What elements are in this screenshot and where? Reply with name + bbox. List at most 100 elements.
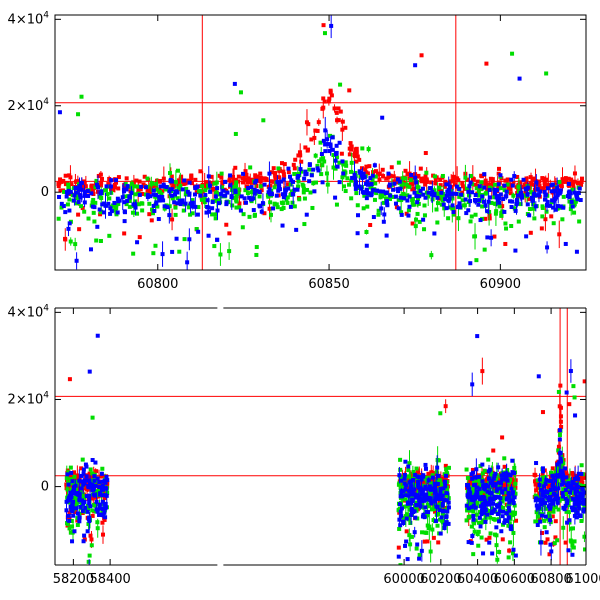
data-point xyxy=(556,486,561,491)
data-point xyxy=(500,209,505,214)
data-point xyxy=(325,142,330,147)
data-point xyxy=(509,177,514,182)
data-point xyxy=(398,509,403,514)
data-point xyxy=(414,180,419,185)
data-point xyxy=(88,247,93,252)
data-point xyxy=(400,182,405,187)
data-point xyxy=(511,180,516,185)
data-point xyxy=(361,206,366,211)
data-point xyxy=(432,472,437,477)
data-point xyxy=(500,499,505,504)
data-point xyxy=(74,502,79,507)
data-point xyxy=(479,173,484,178)
data-point xyxy=(560,491,565,496)
data-point xyxy=(493,211,498,216)
data-point xyxy=(182,237,187,242)
data-point xyxy=(125,199,130,204)
data-point xyxy=(271,166,276,171)
data-point xyxy=(399,506,404,511)
data-point xyxy=(309,137,314,142)
data-point xyxy=(510,199,515,204)
data-point xyxy=(542,518,547,523)
data-point xyxy=(373,181,378,186)
data-point xyxy=(73,506,78,511)
data-point xyxy=(277,187,282,192)
data-point xyxy=(490,497,495,502)
data-point xyxy=(113,203,118,208)
data-point xyxy=(136,202,141,207)
data-point xyxy=(92,219,97,224)
data-point xyxy=(476,193,481,198)
data-point xyxy=(245,180,250,185)
data-point xyxy=(401,521,406,526)
data-point xyxy=(478,504,483,509)
data-point xyxy=(510,458,515,463)
data-point xyxy=(237,201,242,206)
data-point xyxy=(348,141,353,146)
data-point xyxy=(228,183,233,188)
data-point xyxy=(580,496,585,501)
data-point xyxy=(373,174,378,179)
data-point xyxy=(446,505,451,510)
data-point xyxy=(377,171,382,176)
data-point xyxy=(424,170,429,175)
data-point xyxy=(445,493,450,498)
data-point xyxy=(323,142,328,147)
data-point xyxy=(495,504,500,509)
data-point xyxy=(71,489,76,494)
data-point xyxy=(274,202,279,207)
data-point xyxy=(408,178,413,183)
data-point xyxy=(423,505,428,510)
data-point xyxy=(99,487,104,492)
data-point xyxy=(221,188,226,193)
data-point xyxy=(432,231,437,236)
data-point xyxy=(285,200,290,205)
data-point xyxy=(579,176,584,181)
data-point xyxy=(415,211,420,216)
data-point xyxy=(543,481,548,486)
data-point xyxy=(364,196,369,201)
data-point xyxy=(90,471,95,476)
data-point xyxy=(514,518,519,523)
data-point xyxy=(411,509,416,514)
data-point xyxy=(475,478,480,483)
data-point xyxy=(77,184,82,189)
data-point xyxy=(468,173,473,178)
data-point xyxy=(266,184,271,189)
data-point xyxy=(418,475,423,480)
data-point xyxy=(148,189,153,194)
data-point xyxy=(292,187,297,192)
data-point xyxy=(210,206,215,211)
data-point xyxy=(486,457,491,462)
data-point xyxy=(515,174,520,179)
data-point xyxy=(484,537,489,542)
data-point xyxy=(68,175,73,180)
data-point xyxy=(272,202,277,207)
data-point xyxy=(93,495,98,500)
data-point xyxy=(80,508,85,513)
data-point xyxy=(467,184,472,189)
data-point xyxy=(312,189,317,194)
data-point xyxy=(69,182,74,187)
data-point xyxy=(417,552,422,557)
data-point xyxy=(410,182,415,187)
data-point xyxy=(462,186,467,191)
data-point xyxy=(283,189,288,194)
data-point xyxy=(579,463,584,468)
data-point xyxy=(549,470,553,475)
data-point xyxy=(134,178,139,183)
data-point xyxy=(273,173,278,178)
data-point xyxy=(500,435,505,440)
data-point xyxy=(468,219,473,224)
data-point xyxy=(243,177,248,182)
data-point xyxy=(292,166,297,171)
data-point xyxy=(364,243,369,248)
data-point xyxy=(97,512,102,517)
data-point xyxy=(579,471,584,476)
data-point xyxy=(582,534,586,539)
data-point xyxy=(130,210,135,215)
data-point xyxy=(496,480,501,485)
data-point xyxy=(103,188,108,193)
data-point xyxy=(203,192,208,197)
data-point xyxy=(488,176,493,181)
